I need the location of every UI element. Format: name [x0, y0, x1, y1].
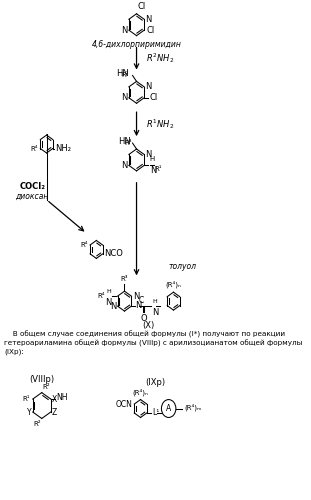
Text: N: N — [110, 302, 116, 310]
Text: N: N — [145, 82, 152, 92]
Text: NH₂: NH₂ — [55, 144, 71, 153]
Text: O: O — [140, 314, 147, 323]
Text: $R^2NH_2$: $R^2NH_2$ — [146, 52, 174, 66]
Text: 4,6-дихлорпиримидин: 4,6-дихлорпиримидин — [92, 40, 182, 48]
Text: H: H — [150, 156, 155, 162]
Text: R⁴: R⁴ — [80, 242, 88, 248]
Text: R¹: R¹ — [155, 166, 162, 172]
Text: N: N — [145, 14, 152, 24]
Text: N: N — [105, 298, 111, 307]
Text: H: H — [152, 299, 157, 304]
Text: (IXр): (IXр) — [145, 378, 165, 386]
Text: NH: NH — [56, 392, 68, 402]
Text: OCN: OCN — [116, 400, 133, 408]
Text: (R⁴)ₙ: (R⁴)ₙ — [165, 280, 181, 288]
Text: N: N — [121, 94, 128, 102]
Text: HN: HN — [117, 69, 129, 78]
Text: Cl: Cl — [146, 26, 155, 35]
Text: H: H — [106, 289, 111, 294]
Text: R²: R² — [122, 72, 129, 78]
Text: (X): (X) — [142, 321, 155, 330]
Text: N: N — [133, 292, 139, 300]
Text: (R⁴)ₙ: (R⁴)ₙ — [133, 388, 148, 396]
Text: N: N — [121, 161, 128, 170]
Text: В общем случае соединения общей формулы (I*) получают по реакции: В общем случае соединения общей формулы … — [7, 331, 285, 338]
Text: A: A — [166, 404, 171, 413]
Text: N: N — [121, 26, 128, 35]
Text: R⁴: R⁴ — [97, 293, 105, 299]
Text: Z: Z — [52, 408, 57, 416]
Text: L¹: L¹ — [152, 408, 160, 418]
Text: R¹: R¹ — [23, 396, 30, 402]
Text: COCl₂: COCl₂ — [19, 182, 45, 192]
Text: Cl: Cl — [137, 2, 146, 11]
Text: Y: Y — [26, 408, 31, 416]
Text: R⁴: R⁴ — [30, 146, 38, 152]
Text: $R^1NH_2$: $R^1NH_2$ — [146, 117, 174, 131]
Text: R³: R³ — [121, 276, 128, 282]
Text: N: N — [136, 300, 142, 310]
Text: R²: R² — [33, 422, 41, 428]
Text: R²: R² — [43, 384, 50, 390]
Text: C: C — [138, 296, 144, 305]
Text: R³: R³ — [124, 140, 132, 146]
Text: (VIIIр): (VIIIр) — [29, 374, 54, 384]
Text: HN: HN — [118, 136, 131, 145]
Text: диоксан: диоксан — [16, 192, 49, 201]
Text: толуол: толуол — [169, 262, 197, 271]
Text: N: N — [145, 150, 152, 159]
Text: N: N — [150, 166, 156, 175]
Text: Cl: Cl — [150, 94, 158, 102]
Text: X: X — [52, 394, 57, 404]
Text: N: N — [152, 308, 159, 317]
Text: NCO: NCO — [104, 250, 123, 258]
Text: гетероариламина общей формулы (VIIIр) с арилизоцианатом общей формулы: гетероариламина общей формулы (VIIIр) с … — [4, 340, 302, 347]
Text: (IXр):: (IXр): — [4, 349, 24, 356]
Text: (R⁴)ₘ: (R⁴)ₘ — [184, 404, 201, 411]
